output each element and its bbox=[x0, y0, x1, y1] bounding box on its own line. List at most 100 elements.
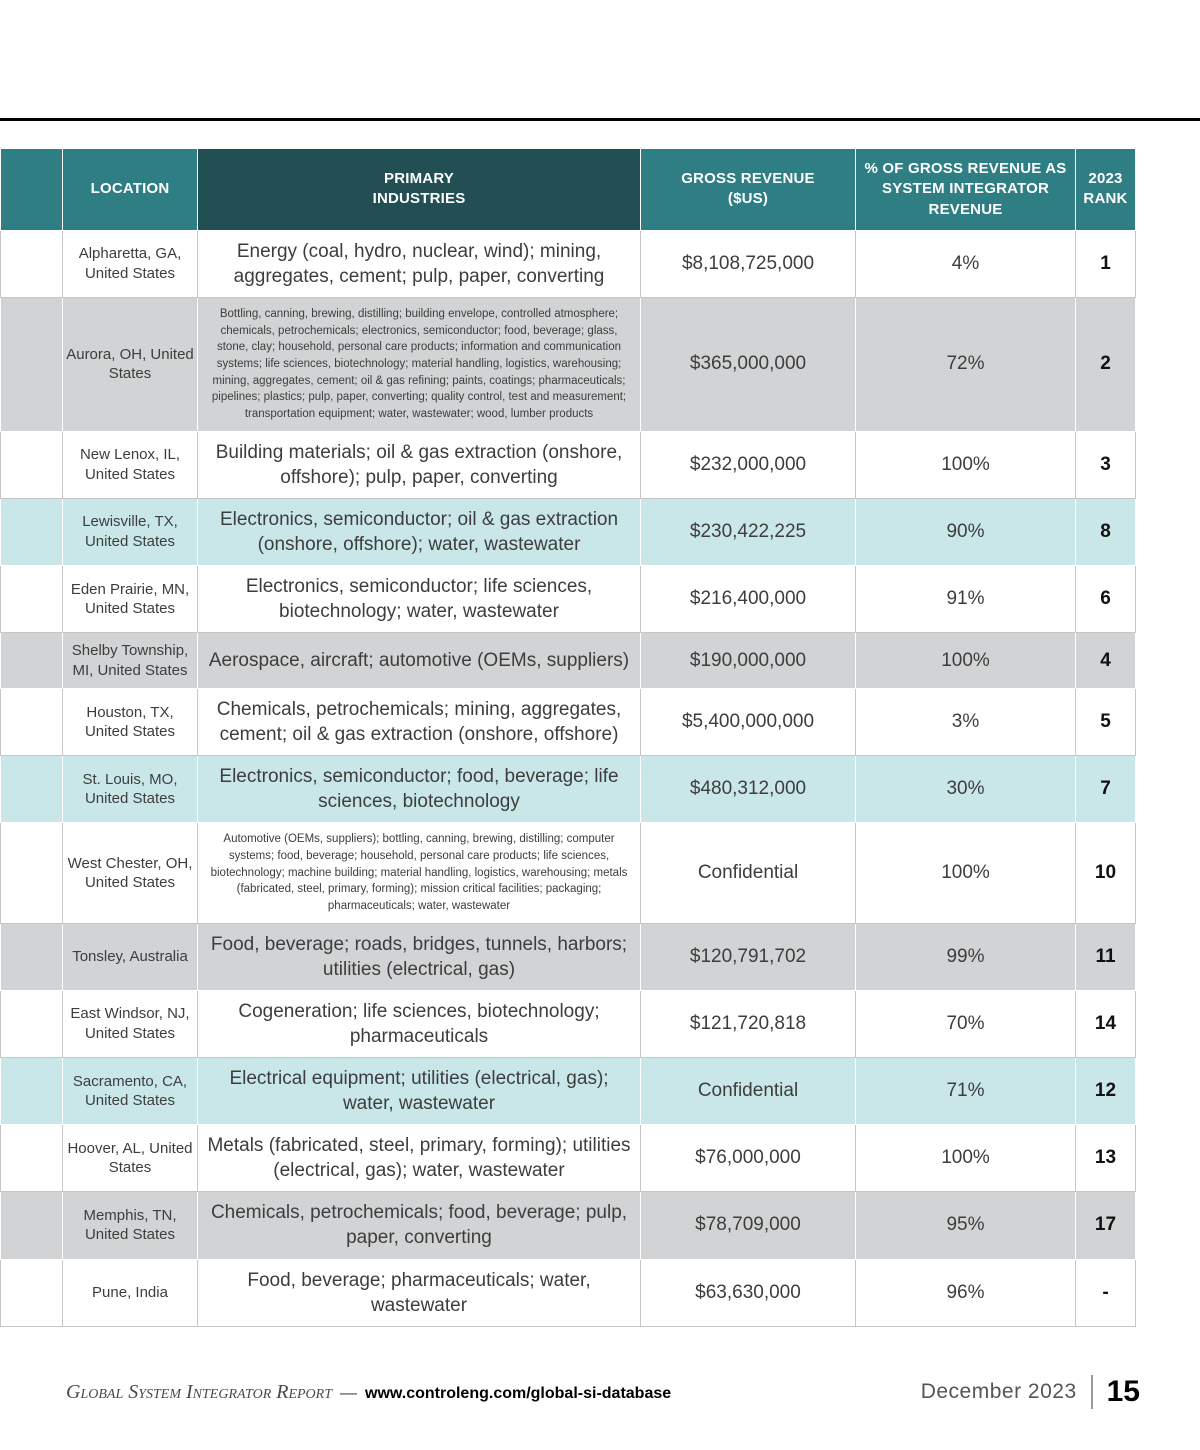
pct-si-revenue-cell: 100% bbox=[855, 822, 1076, 924]
location-cell: West Chester, OH, United States bbox=[62, 822, 198, 924]
industries-cell: Food, beverage; roads, bridges, tunnels,… bbox=[197, 922, 641, 991]
table-body: Alpharetta, GA, United States Energy (co… bbox=[0, 229, 1136, 1327]
si-ranking-table-wrap: LOCATION PRIMARY INDUSTRIES GROSS REVENU… bbox=[0, 148, 1136, 1327]
gross-revenue-cell: $365,000,000 bbox=[640, 296, 856, 432]
footer-url-link[interactable]: www.controleng.com/global-si-database bbox=[365, 1384, 672, 1402]
industries-cell: Electronics, semiconductor; oil & gas ex… bbox=[197, 497, 641, 566]
gross-revenue-cell: $120,791,702 bbox=[640, 922, 856, 991]
footer-divider bbox=[1090, 1375, 1093, 1409]
table-row: West Chester, OH, United States Automoti… bbox=[0, 822, 1136, 924]
industries-cell: Energy (coal, hydro, nuclear, wind); min… bbox=[197, 229, 641, 298]
location-cell: Memphis, TN, United States bbox=[62, 1191, 198, 1260]
table-row: New Lenox, IL, United States Building ma… bbox=[0, 430, 1136, 499]
rank-cell: 14 bbox=[1075, 989, 1136, 1059]
gross-revenue-cell: $76,000,000 bbox=[640, 1124, 856, 1193]
table-row: St. Louis, MO, United States Electronics… bbox=[0, 755, 1136, 824]
location-cell: Shelby Township, MI, United States bbox=[62, 632, 198, 690]
industries-cell: Automotive (OEMs, suppliers); bottling, … bbox=[197, 822, 641, 924]
row-spacer-cell bbox=[0, 1258, 63, 1327]
location-cell: New Lenox, IL, United States bbox=[62, 430, 198, 499]
table-row: Alpharetta, GA, United States Energy (co… bbox=[0, 229, 1136, 298]
table-row: Tonsley, Australia Food, beverage; roads… bbox=[0, 922, 1136, 991]
row-spacer-cell bbox=[0, 1057, 63, 1126]
gross-revenue-cell: $8,108,725,000 bbox=[640, 229, 856, 298]
location-cell: Hoover, AL, United States bbox=[62, 1124, 198, 1193]
row-spacer-cell bbox=[0, 564, 63, 634]
pct-si-revenue-cell: 3% bbox=[855, 688, 1076, 757]
industries-cell: Electronics, semiconductor; food, bevera… bbox=[197, 755, 641, 824]
gross-revenue-cell: $232,000,000 bbox=[640, 430, 856, 499]
pct-si-revenue-cell: 71% bbox=[855, 1057, 1076, 1126]
page-footer: Global System Integrator Report — www.co… bbox=[66, 1375, 1140, 1409]
location-cell: Houston, TX, United States bbox=[62, 688, 198, 757]
header-2023-rank: 2023 RANK bbox=[1075, 148, 1136, 231]
report-name: Global System Integrator Report bbox=[66, 1380, 333, 1403]
page-number: 15 bbox=[1106, 1375, 1140, 1408]
gross-revenue-cell: Confidential bbox=[640, 822, 856, 924]
footer-date: December 2023 bbox=[920, 1380, 1077, 1403]
table-row: East Windsor, NJ, United States Cogenera… bbox=[0, 989, 1136, 1059]
header-spacer-cell bbox=[0, 148, 63, 231]
table-row: Shelby Township, MI, United States Aeros… bbox=[0, 632, 1136, 690]
gross-revenue-cell: $216,400,000 bbox=[640, 564, 856, 634]
industries-cell: Metals (fabricated, steel, primary, form… bbox=[197, 1124, 641, 1193]
row-spacer-cell bbox=[0, 430, 63, 499]
row-spacer-cell bbox=[0, 632, 63, 690]
table-row: Lewisville, TX, United States Electronic… bbox=[0, 497, 1136, 566]
gross-revenue-cell: $63,630,000 bbox=[640, 1258, 856, 1327]
pct-si-revenue-cell: 100% bbox=[855, 430, 1076, 499]
location-cell: East Windsor, NJ, United States bbox=[62, 989, 198, 1059]
row-spacer-cell bbox=[0, 1124, 63, 1193]
pct-si-revenue-cell: 30% bbox=[855, 755, 1076, 824]
row-spacer-cell bbox=[0, 296, 63, 432]
si-ranking-table: LOCATION PRIMARY INDUSTRIES GROSS REVENU… bbox=[0, 148, 1136, 1327]
gross-revenue-cell: $480,312,000 bbox=[640, 755, 856, 824]
row-spacer-cell bbox=[0, 497, 63, 566]
rank-cell: 2 bbox=[1075, 296, 1136, 432]
pct-si-revenue-cell: 99% bbox=[855, 922, 1076, 991]
rank-cell: 12 bbox=[1075, 1057, 1136, 1126]
industries-cell: Chemicals, petrochemicals; mining, aggre… bbox=[197, 688, 641, 757]
rank-cell: 6 bbox=[1075, 564, 1136, 634]
top-horizontal-rule bbox=[0, 118, 1200, 121]
header-pct-si-revenue: % OF GROSS REVENUE AS SYSTEM INTEGRATOR … bbox=[855, 148, 1076, 231]
row-spacer-cell bbox=[0, 688, 63, 757]
rank-cell: 17 bbox=[1075, 1191, 1136, 1260]
pct-si-revenue-cell: 72% bbox=[855, 296, 1076, 432]
gross-revenue-cell: Confidential bbox=[640, 1057, 856, 1126]
industries-cell: Cogeneration; life sciences, biotechnolo… bbox=[197, 989, 641, 1059]
rank-cell: 1 bbox=[1075, 229, 1136, 298]
location-cell: Sacramento, CA, United States bbox=[62, 1057, 198, 1126]
pct-si-revenue-cell: 4% bbox=[855, 229, 1076, 298]
industries-cell: Bottling, canning, brewing, distilling; … bbox=[197, 296, 641, 432]
industries-cell: Electronics, semiconductor; life science… bbox=[197, 564, 641, 634]
industries-cell: Aerospace, aircraft; automotive (OEMs, s… bbox=[197, 632, 641, 690]
industries-cell: Food, beverage; pharmaceuticals; water, … bbox=[197, 1258, 641, 1327]
gross-revenue-cell: $190,000,000 bbox=[640, 632, 856, 690]
rank-cell: 5 bbox=[1075, 688, 1136, 757]
gross-revenue-cell: $230,422,225 bbox=[640, 497, 856, 566]
row-spacer-cell bbox=[0, 989, 63, 1059]
pct-si-revenue-cell: 96% bbox=[855, 1258, 1076, 1327]
pct-si-revenue-cell: 100% bbox=[855, 632, 1076, 690]
rank-cell: 11 bbox=[1075, 922, 1136, 991]
table-row: Houston, TX, United States Chemicals, pe… bbox=[0, 688, 1136, 757]
industries-cell: Chemicals, petrochemicals; food, beverag… bbox=[197, 1191, 641, 1260]
table-row: Eden Prairie, MN, United States Electron… bbox=[0, 564, 1136, 634]
pct-si-revenue-cell: 70% bbox=[855, 989, 1076, 1059]
gross-revenue-cell: $78,709,000 bbox=[640, 1191, 856, 1260]
location-cell: Eden Prairie, MN, United States bbox=[62, 564, 198, 634]
table-row: Memphis, TN, United States Chemicals, pe… bbox=[0, 1191, 1136, 1260]
row-spacer-cell bbox=[0, 755, 63, 824]
location-cell: Aurora, OH, United States bbox=[62, 296, 198, 432]
location-cell: Tonsley, Australia bbox=[62, 922, 198, 991]
header-primary-industries: PRIMARY INDUSTRIES bbox=[197, 148, 641, 231]
rank-cell: 13 bbox=[1075, 1124, 1136, 1193]
row-spacer-cell bbox=[0, 1191, 63, 1260]
rank-cell: 10 bbox=[1075, 822, 1136, 924]
table-row: Pune, India Food, beverage; pharmaceutic… bbox=[0, 1258, 1136, 1327]
rank-cell: - bbox=[1075, 1258, 1136, 1327]
footer-right: December 2023 15 bbox=[921, 1375, 1140, 1409]
location-cell: Alpharetta, GA, United States bbox=[62, 229, 198, 298]
rank-cell: 8 bbox=[1075, 497, 1136, 566]
